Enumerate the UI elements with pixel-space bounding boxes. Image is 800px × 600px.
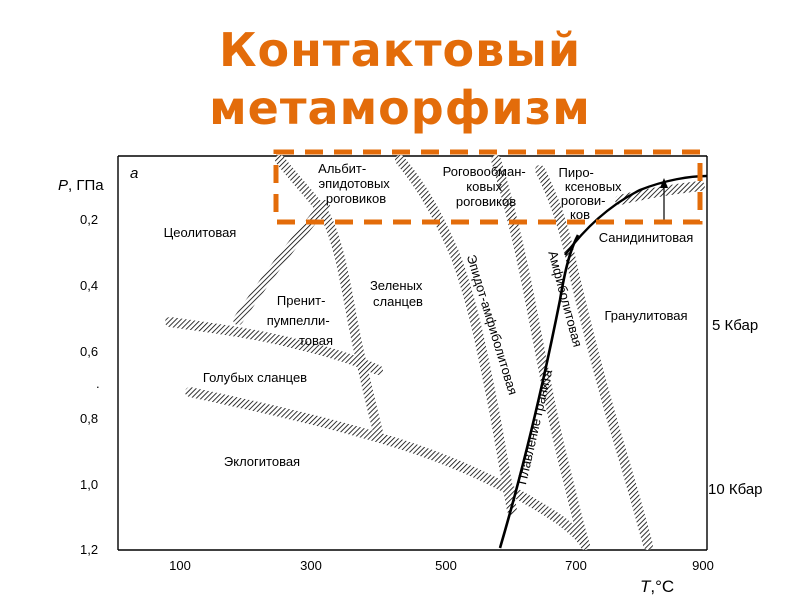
y-tick-label: 0,4	[80, 278, 98, 293]
boundary-pyroxene	[535, 165, 653, 550]
x-tick-label: 300	[300, 558, 322, 573]
label-granite-melting: Плавление гранита	[514, 367, 555, 486]
label-granulite: Гранулитовая	[604, 308, 687, 323]
y-tick-label: 1,0	[80, 477, 98, 492]
boundary-top-arc	[275, 155, 383, 437]
slide-title-line-1: Контактовый	[218, 23, 582, 77]
y-tick-label: 0,6	[80, 344, 98, 359]
granite-melting-curve	[498, 234, 580, 549]
x-axis-label: T,°С	[640, 577, 674, 596]
y-tick-labels: 0,2 0,4 0,6 . 0,8 1,0 1,2	[80, 212, 100, 557]
right-pressure-label-5kbar: 5 Кбар	[712, 317, 758, 334]
facies-boundaries	[165, 155, 705, 550]
right-pressure-label-10kbar: 10 Кбар	[708, 481, 763, 498]
x-tick-labels: 100 300 500 700 900	[169, 558, 714, 573]
solid-lines	[498, 174, 708, 549]
label-greenschist: Зеленых сланцев	[370, 278, 426, 309]
boundary-hornblende-left	[395, 155, 517, 515]
y-tick-label: 0,2	[80, 212, 98, 227]
panel-label: а	[130, 165, 138, 182]
label-hornblende-hornfels: Роговообман- ковых роговиков	[443, 164, 530, 209]
x-tick-label: 900	[692, 558, 714, 573]
label-prehnite-pumpellyite: Пренит- пумпелли- товая	[267, 293, 334, 348]
y-tick-label: .	[96, 376, 100, 391]
boundary-prehnite-lower	[165, 317, 383, 375]
y-axis-label: P, ГПа	[58, 177, 104, 194]
pressure-arrow-head	[660, 178, 668, 188]
y-tick-label: 0,8	[80, 411, 98, 426]
label-eclogite: Эклогитовая	[224, 454, 300, 469]
label-zeolite: Цеолитовая	[164, 225, 237, 240]
x-tick-label: 700	[565, 558, 587, 573]
label-sanidinite: Санидинитовая	[599, 230, 694, 245]
label-albite-epidote: Альбит- эпидотовых роговиков	[318, 161, 393, 206]
x-tick-label: 100	[169, 558, 191, 573]
highlight-box	[273, 149, 703, 225]
label-pyroxene-hornfels: Пиро- ксеновых рогови- ков	[558, 165, 625, 222]
y-tick-label: 1,2	[80, 542, 98, 557]
label-blueschist: Голубых сланцев	[203, 370, 307, 385]
sanidinite-upper-curve	[564, 174, 708, 256]
boundary-amphibolite-left	[491, 155, 590, 550]
axes-frame	[117, 155, 708, 551]
slide-title-line-2: метаморфизм	[209, 81, 591, 135]
boundary-blueschist-eclogite	[185, 387, 587, 545]
x-tick-label: 500	[435, 558, 457, 573]
